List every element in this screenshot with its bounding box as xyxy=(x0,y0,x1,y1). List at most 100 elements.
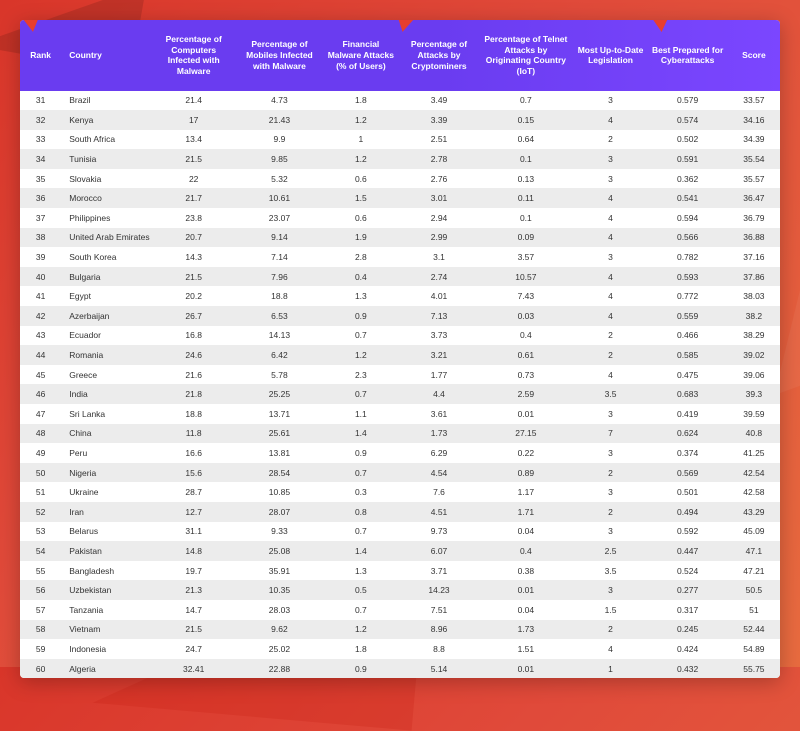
table-cell: 3 xyxy=(574,169,648,189)
table-cell: 1.3 xyxy=(322,561,400,581)
table-row: 60Algeria32.4122.880.95.140.0110.43255.7… xyxy=(20,659,780,679)
table-cell: Bangladesh xyxy=(61,561,150,581)
table-cell: 0.772 xyxy=(647,286,727,306)
table-cell: 21.6 xyxy=(150,365,237,385)
table-row: 48China11.825.611.41.7327.1570.62440.8 xyxy=(20,424,780,444)
table-cell: 4 xyxy=(574,639,648,659)
table-cell: 1.8 xyxy=(322,91,400,111)
table-cell: 15.6 xyxy=(150,463,237,483)
table-cell: 54 xyxy=(20,541,61,561)
table-cell: 11.8 xyxy=(150,424,237,444)
table-cell: 0.15 xyxy=(478,110,574,130)
table-cell: 3.71 xyxy=(400,561,478,581)
table-cell: 25.02 xyxy=(237,639,322,659)
table-cell: Tunisia xyxy=(61,149,150,169)
table-cell: 45 xyxy=(20,365,61,385)
table-row: 43Ecuador16.814.130.73.730.420.46638.29 xyxy=(20,326,780,346)
table-cell: 0.89 xyxy=(478,463,574,483)
table-cell: 36.88 xyxy=(728,228,780,248)
table-cell: 5.14 xyxy=(400,659,478,679)
table-cell: 3.57 xyxy=(478,247,574,267)
table-cell: Iran xyxy=(61,502,150,522)
table-cell: 8.8 xyxy=(400,639,478,659)
table-cell: 42.54 xyxy=(728,463,780,483)
table-cell: 0.592 xyxy=(647,522,727,542)
table-cell: 6.53 xyxy=(237,306,322,326)
table-cell: 28.7 xyxy=(150,482,237,502)
table-cell: 32.41 xyxy=(150,659,237,679)
table-cell: 4 xyxy=(574,110,648,130)
col-label: Best Prepared for Cyberattacks xyxy=(652,45,723,66)
table-cell: 47.1 xyxy=(728,541,780,561)
table-cell: 2 xyxy=(574,502,648,522)
table-cell: 0.22 xyxy=(478,443,574,463)
table-cell: 31 xyxy=(20,91,61,111)
table-cell: 1.8 xyxy=(322,639,400,659)
table-cell: 38.03 xyxy=(728,286,780,306)
col-crypto: Percentage of Attacks by Cryptominers xyxy=(400,20,478,91)
table-body: 31Brazil21.44.731.83.490.730.57933.5732K… xyxy=(20,91,780,679)
table-cell: 1.3 xyxy=(322,286,400,306)
table-cell: 1.9 xyxy=(322,228,400,248)
table-cell: 0.03 xyxy=(478,306,574,326)
table-cell: 28.54 xyxy=(237,463,322,483)
table-cell: 0.04 xyxy=(478,522,574,542)
table-cell: Greece xyxy=(61,365,150,385)
table-cell: 44 xyxy=(20,345,61,365)
table-cell: 8.96 xyxy=(400,620,478,640)
table-cell: Philippines xyxy=(61,208,150,228)
table-cell: 9.33 xyxy=(237,522,322,542)
table-cell: Nigeria xyxy=(61,463,150,483)
table-cell: 41.25 xyxy=(728,443,780,463)
table-cell: 7.51 xyxy=(400,600,478,620)
table-cell: 4.54 xyxy=(400,463,478,483)
table-cell: 2.99 xyxy=(400,228,478,248)
col-legislation: Most Up-to-Date Legislation xyxy=(574,20,648,91)
table-cell: 0.4 xyxy=(322,267,400,287)
table-cell: 7.96 xyxy=(237,267,322,287)
table-cell: 43.29 xyxy=(728,502,780,522)
table-cell: 0.447 xyxy=(647,541,727,561)
table-cell: 41 xyxy=(20,286,61,306)
table-cell: 0.7 xyxy=(322,522,400,542)
table-cell: 0.277 xyxy=(647,580,727,600)
table-cell: 4 xyxy=(574,306,648,326)
col-score: Score xyxy=(728,20,780,91)
table-cell: 60 xyxy=(20,659,61,679)
table-cell: 0.245 xyxy=(647,620,727,640)
table-cell: 57 xyxy=(20,600,61,620)
table-cell: Egypt xyxy=(61,286,150,306)
table-cell: 0.419 xyxy=(647,404,727,424)
table-cell: 39.02 xyxy=(728,345,780,365)
table-cell: 43 xyxy=(20,326,61,346)
table-cell: Algeria xyxy=(61,659,150,679)
table-cell: United Arab Emirates xyxy=(61,228,150,248)
table-cell: 4 xyxy=(574,365,648,385)
table-cell: 52.44 xyxy=(728,620,780,640)
table-cell: 3.5 xyxy=(574,561,648,581)
table-cell: 55 xyxy=(20,561,61,581)
table-cell: 0.574 xyxy=(647,110,727,130)
table-cell: 17 xyxy=(150,110,237,130)
table-cell: 3 xyxy=(574,404,648,424)
table-cell: 38 xyxy=(20,228,61,248)
table-cell: 4.01 xyxy=(400,286,478,306)
table-cell: 21.8 xyxy=(150,384,237,404)
table-cell: 13.4 xyxy=(150,130,237,150)
table-cell: 4 xyxy=(574,286,648,306)
col-prepared: Best Prepared for Cyberattacks xyxy=(647,20,727,91)
table-cell: 3 xyxy=(574,247,648,267)
table-cell: 35.54 xyxy=(728,149,780,169)
table-cell: Peru xyxy=(61,443,150,463)
table-cell: 10.35 xyxy=(237,580,322,600)
table-cell: 53 xyxy=(20,522,61,542)
table-row: 55Bangladesh19.735.911.33.710.383.50.524… xyxy=(20,561,780,581)
table-cell: 0.1 xyxy=(478,208,574,228)
table-cell: 0.01 xyxy=(478,659,574,679)
table-cell: Pakistan xyxy=(61,541,150,561)
table-cell: 3 xyxy=(574,482,648,502)
table-cell: Brazil xyxy=(61,91,150,111)
table-cell: 35.91 xyxy=(237,561,322,581)
table-row: 33South Africa13.49.912.510.6420.50234.3… xyxy=(20,130,780,150)
cyber-table: Rank Country Percentage of Computers Inf… xyxy=(20,20,780,678)
